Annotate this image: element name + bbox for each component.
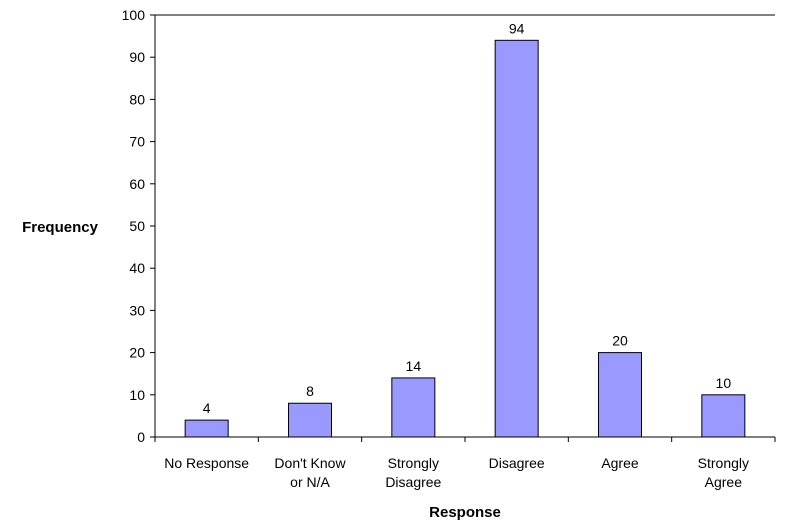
x-category-label: Strongly Agree [698, 455, 749, 490]
y-tick-label: 90 [129, 49, 145, 65]
y-tick-label: 0 [137, 429, 145, 445]
y-tick-label: 80 [129, 91, 145, 107]
y-tick-label: 30 [129, 302, 145, 318]
x-category-label: Strongly Disagree [385, 455, 441, 490]
x-category-label: Disagree [489, 455, 545, 471]
bar [288, 402, 332, 438]
x-category-label: Don't Know or N/A [274, 455, 346, 490]
x-category-label: Agree [601, 455, 639, 471]
y-ticks-group: 0 10 20 30 40 50 60 70 80 90 100 [122, 7, 155, 445]
bar [494, 39, 539, 438]
y-tick-label: 70 [129, 134, 145, 150]
y-tick-label: 60 [129, 176, 145, 192]
bar [184, 419, 229, 438]
y-tick-label: 10 [129, 387, 145, 403]
bar-value-label: 20 [612, 333, 628, 349]
y-tick-label: 20 [129, 345, 145, 361]
axes-group [154, 14, 775, 438]
y-tick-label: 40 [129, 260, 145, 276]
y-tick-label: 50 [129, 218, 145, 234]
data-labels-group: 4 8 14 94 20 10 [203, 20, 732, 416]
x-category-label: No Response [164, 455, 249, 471]
y-tick-label: 100 [122, 7, 146, 23]
bar [598, 352, 642, 438]
bars-group [184, 39, 746, 438]
bar-value-label: 4 [203, 400, 211, 416]
y-axis-title: Frequency [22, 219, 99, 236]
bar-value-label: 94 [509, 20, 525, 36]
bar-value-label: 10 [716, 375, 732, 391]
x-axis-title: Response [429, 504, 501, 521]
bar [391, 377, 436, 438]
x-ticks-group: No Response Don't Know or N/A Strongly Disag… [154, 437, 776, 490]
bar [701, 394, 746, 438]
bar-value-label: 14 [406, 358, 422, 374]
bar-value-label: 8 [306, 383, 314, 399]
